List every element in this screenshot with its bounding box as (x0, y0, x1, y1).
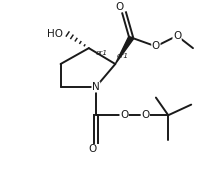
Text: HO: HO (47, 29, 63, 39)
Text: O: O (116, 2, 124, 12)
Text: N: N (92, 82, 100, 92)
Text: or1: or1 (116, 53, 128, 59)
Text: or1: or1 (96, 50, 108, 56)
Polygon shape (115, 36, 134, 64)
Text: O: O (152, 41, 160, 51)
Text: O: O (88, 144, 97, 154)
Text: O: O (173, 31, 181, 41)
Text: O: O (120, 110, 128, 120)
Text: O: O (141, 110, 149, 120)
